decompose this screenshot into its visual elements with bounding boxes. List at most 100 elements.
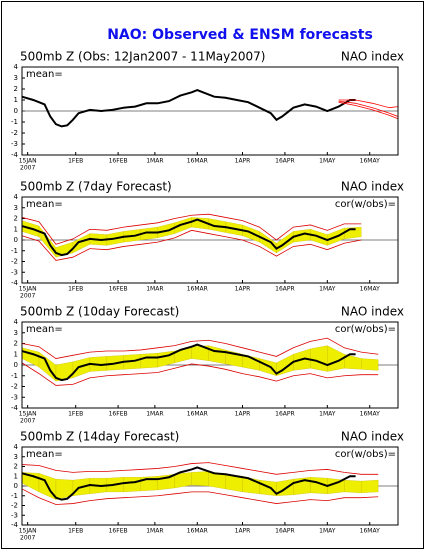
x-tick-label: 1FEB [68,286,83,293]
x-tick-label: 15JAN [19,411,37,418]
y-tick-label: 4 [14,443,19,451]
y-tick-label: 1 [14,472,18,480]
y-tick-label: 3 [14,329,18,337]
y-tick-label: -4 [11,521,19,529]
spread-band [140,353,158,369]
y-tick-label: -3 [11,511,18,519]
index-label: NAO index [341,430,404,444]
plot-border [21,321,399,409]
x-tick-label: 16MAY [360,411,380,418]
index-line [338,101,399,120]
y-tick-label: 1 [14,350,18,358]
y-tick-label: 4 [14,63,19,71]
y-tick-label: 2 [14,340,18,348]
year-label: 2007 [20,165,35,172]
x-tick-label: 1APR [235,286,251,293]
x-tick-label: 15JAN [19,286,37,293]
index-line [21,89,356,128]
x-tick-label: 16MAR [187,528,208,535]
y-tick-label: -1 [11,118,18,126]
plot-border [21,66,399,156]
y-tick-label: 0 [14,107,18,115]
mean-label: mean= [26,69,63,80]
spread-band [361,358,379,371]
spread-band [259,479,277,496]
x-tick-label: 1FEB [68,528,83,535]
plot-border [21,446,399,526]
mean-label: mean= [26,199,63,210]
spread-band [310,345,328,372]
x-tick-label: 16MAY [360,528,380,535]
index-line [21,343,356,382]
index-line [21,337,379,359]
y-tick-label: 3 [14,453,18,461]
y-tick-label: -2 [11,502,18,510]
index-line [21,462,379,475]
index-line [21,213,362,245]
index-line [21,466,356,501]
y-tick-label: 2 [14,85,18,93]
spread-band [361,479,379,493]
y-tick-label: -3 [11,393,18,401]
y-tick-label: 2 [14,463,18,471]
x-tick-label: 16FEB [109,286,128,293]
y-tick-label: 1 [14,225,18,233]
index-line [21,229,362,261]
y-tick-label: -2 [11,129,18,137]
x-tick-label: 1MAR [146,286,163,293]
x-tick-label: 1APR [235,528,251,535]
mean-label: mean= [26,324,63,335]
y-tick-label: -1 [11,492,18,500]
x-tick-label: 16MAR [187,158,208,165]
y-tick-label: -3 [11,140,18,148]
year-label: 2007 [20,535,35,542]
x-tick-label: 1FEB [68,158,83,165]
spread-band [191,471,209,487]
x-tick-label: 1MAR [146,158,163,165]
x-tick-label: 16MAR [187,286,208,293]
cor-label: cor(w/obs)= [335,324,396,335]
x-tick-label: 16FEB [109,411,128,418]
x-tick-label: 16MAY [360,158,380,165]
y-tick-label: -2 [11,258,18,266]
y-tick-label: 1 [14,96,18,104]
x-tick-label: 16FEB [109,158,128,165]
x-tick-label: 15JAN [19,528,37,535]
x-tick-label: 16APR [275,158,295,165]
x-tick-label: 1APR [235,411,251,418]
index-line [21,362,379,386]
cor-label: cor(w/obs)= [335,199,396,210]
index-line [338,99,399,109]
y-tick-label: 4 [14,193,19,201]
y-tick-label: 3 [14,74,18,82]
panel-title: 500mb Z (10day Forecast) [20,305,179,319]
y-tick-label: -4 [11,151,19,159]
y-tick-label: 2 [14,215,18,223]
spread-band [123,477,141,493]
page-title: NAO: Observed & ENSM forecasts [107,27,373,43]
mean-label: mean= [26,449,63,460]
index-label: NAO index [341,50,404,64]
y-tick-label: -1 [11,247,18,255]
y-tick-label: 3 [14,204,18,212]
x-tick-label: 16APR [275,528,295,535]
x-tick-label: 1MAY [319,411,336,418]
x-tick-label: 16APR [275,286,295,293]
x-tick-label: 1MAY [319,528,336,535]
x-tick-label: 15JAN [19,158,37,165]
y-tick-label: -2 [11,383,18,391]
y-tick-label: 0 [14,482,18,490]
spread-band [344,479,362,493]
x-tick-label: 1FEB [68,411,83,418]
year-label: 2007 [20,293,35,300]
index-label: NAO index [341,305,404,319]
y-tick-label: -4 [11,279,19,287]
y-tick-label: 0 [14,361,18,369]
index-label: NAO index [341,180,404,194]
plot-border [21,196,399,284]
index-line [338,100,399,117]
x-tick-label: 1MAR [146,528,163,535]
y-tick-label: 0 [14,236,18,244]
